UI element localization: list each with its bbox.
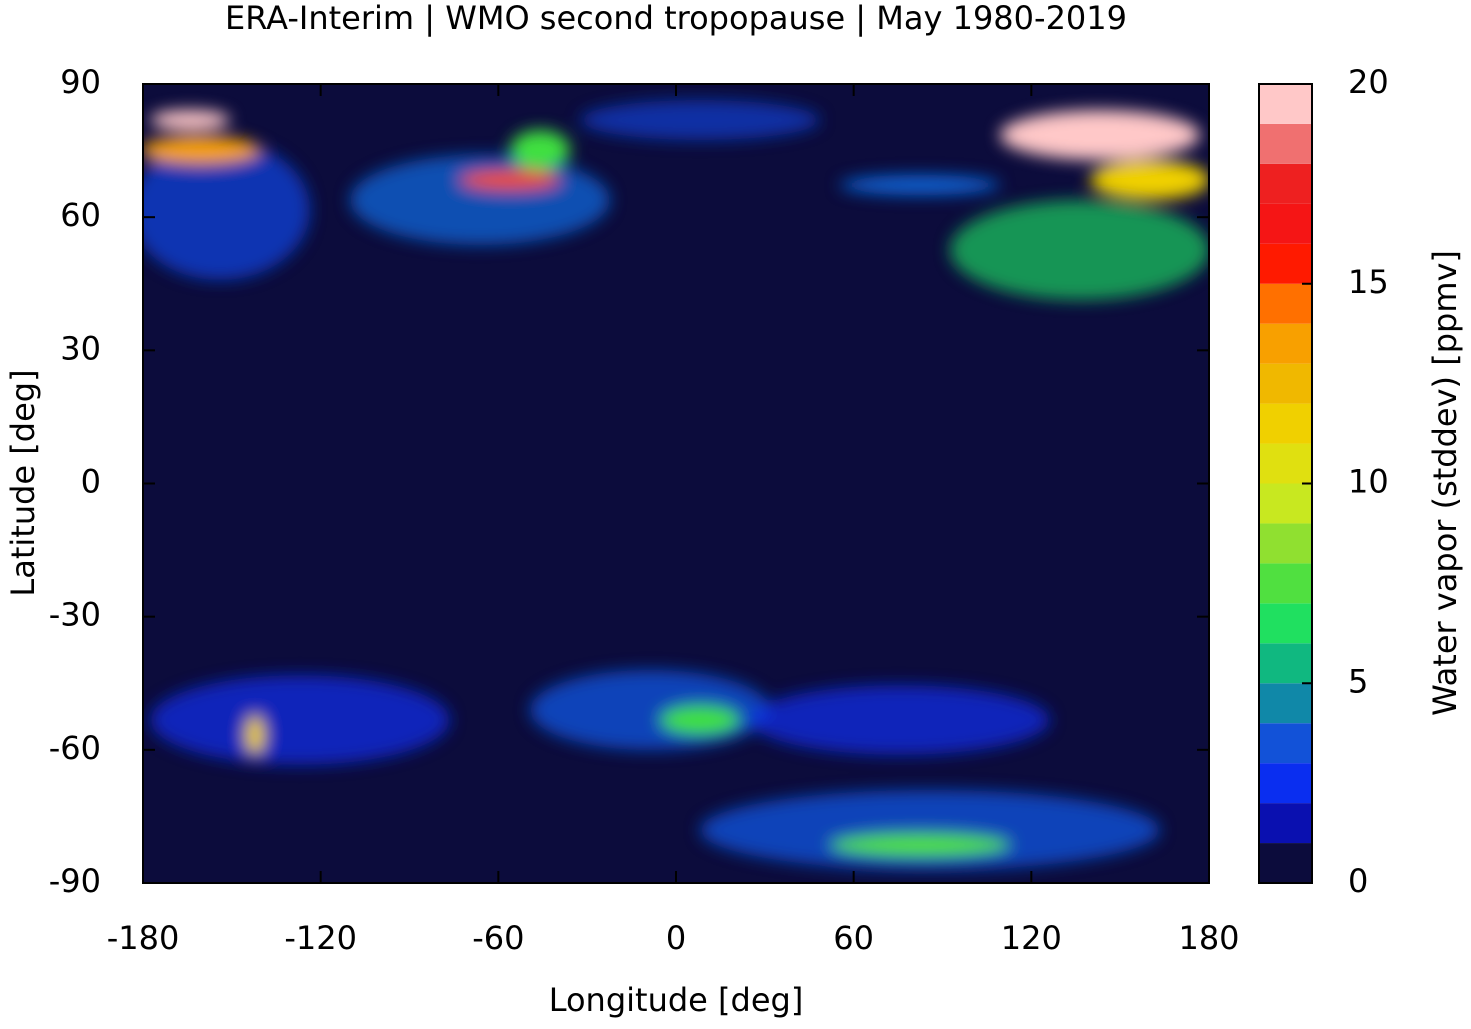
colorbar-bin xyxy=(1259,763,1312,804)
x-tick-label: -180 xyxy=(107,919,180,957)
colorbar-tick-label: 0 xyxy=(1348,862,1368,900)
colorbar-bin xyxy=(1259,283,1312,324)
y-tick-label: -30 xyxy=(49,596,101,634)
y-tick-label: -60 xyxy=(49,729,101,767)
colorbar-bin xyxy=(1259,723,1312,764)
colorbar-tick-label: 15 xyxy=(1348,263,1389,301)
colorbar-label: Water vapor (stddev) [ppmv] xyxy=(1426,250,1464,716)
colorbar-bin xyxy=(1259,803,1312,844)
colorbar-bin xyxy=(1259,523,1312,564)
colorbar-bin xyxy=(1259,323,1312,364)
y-tick-label: 30 xyxy=(60,329,101,367)
colorbar-bin xyxy=(1259,603,1312,644)
x-tick-label: -60 xyxy=(472,919,524,957)
colorbar-bin xyxy=(1259,363,1312,404)
colorbar-tick-label: 10 xyxy=(1348,463,1389,501)
y-tick-label: 0 xyxy=(81,463,101,501)
colorbar-tick-label: 20 xyxy=(1348,63,1389,101)
y-axis-label: Latitude [deg] xyxy=(4,369,42,596)
x-tick-label: 60 xyxy=(833,919,874,957)
colorbar-bin xyxy=(1259,123,1312,164)
chart-title: ERA-Interim | WMO second tropopause | Ma… xyxy=(225,0,1127,37)
y-tick-label: -90 xyxy=(49,862,101,900)
field-decoration xyxy=(143,100,1209,870)
y-tick-label: 60 xyxy=(60,196,101,234)
colorbar-bin xyxy=(1259,203,1312,244)
x-tick-label: 0 xyxy=(666,919,686,957)
colorbar-bin xyxy=(1259,243,1312,284)
colorbar-bin xyxy=(1259,483,1312,524)
x-tick-label: 180 xyxy=(1178,919,1239,957)
colorbar-tick-label: 5 xyxy=(1348,662,1368,700)
colorbar-bin xyxy=(1259,643,1312,684)
colorbar-bin xyxy=(1259,84,1312,124)
x-tick-label: -120 xyxy=(284,919,357,957)
colorbar-bin xyxy=(1259,443,1312,484)
colorbar-bin xyxy=(1259,163,1312,204)
x-tick-label: 120 xyxy=(1001,919,1062,957)
colorbar-bin xyxy=(1259,563,1312,604)
colorbar-bin xyxy=(1259,843,1312,883)
y-tick-label: 90 xyxy=(60,63,101,101)
x-axis-label: Longitude [deg] xyxy=(549,981,804,1019)
colorbar-bin xyxy=(1259,683,1312,724)
colorbar-bin xyxy=(1259,403,1312,444)
